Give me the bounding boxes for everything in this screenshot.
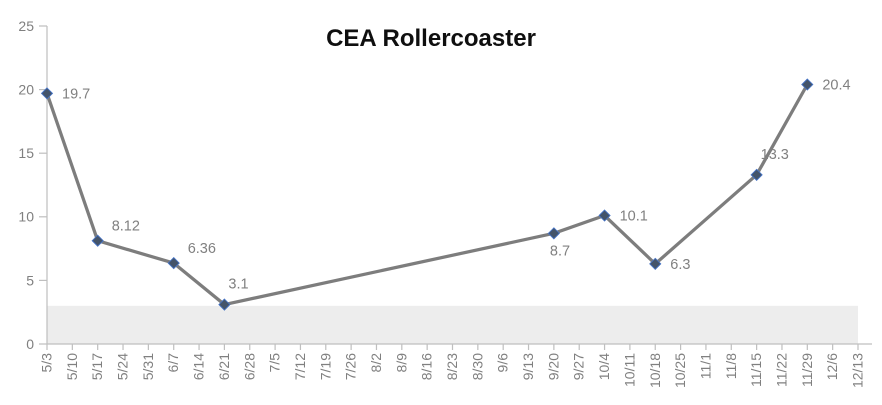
series-line[interactable] (45, 82, 809, 307)
x-axis-tick-label: 6/28 (241, 353, 257, 380)
x-axis-tick-label: 9/6 (495, 353, 511, 373)
data-point-label: 6.3 (670, 257, 690, 273)
x-axis-tick-label: 10/4 (596, 353, 612, 380)
x-axis-tick-label: 7/12 (292, 353, 308, 380)
x-axis-tick-label: 9/27 (571, 353, 587, 380)
x-axis-tick-label: 6/14 (191, 353, 207, 380)
axis-layer: 0 5 10 15 20 25 5/3 5/10 5/17 5/24 5/31 6/7 6/14 6/21… (18, 18, 872, 388)
x-axis-tick-label: 5/17 (89, 353, 105, 380)
data-point-marker[interactable] (598, 209, 611, 222)
x-axis-tick-label: 5/10 (64, 353, 80, 380)
x-axis-tick-label: 12/6 (824, 353, 840, 380)
x-axis-tick-label: 10/18 (647, 353, 663, 388)
x-axis-tick-label: 9/13 (520, 353, 536, 380)
data-point-label: 8.7 (550, 243, 570, 259)
data-point-marker[interactable] (649, 257, 662, 271)
data-point-marker[interactable] (750, 168, 763, 181)
x-axis-tick-label: 8/30 (469, 353, 485, 380)
chart-title: CEA Rollercoaster (326, 25, 536, 52)
x-axis-tick-label: 12/13 (850, 353, 866, 388)
x-axis-tick-label: 5/3 (39, 353, 55, 373)
x-axis-tick-label: 6/7 (165, 353, 181, 373)
data-point-label: 20.4 (822, 78, 850, 94)
x-axis-tick-label: 8/23 (444, 353, 460, 380)
x-axis-tick-label: 11/22 (773, 353, 789, 387)
data-point-label: 6.36 (188, 241, 216, 257)
x-axis-tick-label: 6/21 (216, 353, 232, 380)
data-point-marker[interactable] (91, 234, 104, 247)
x-axis-tick-label: 5/31 (140, 353, 156, 380)
x-axis-tick-label: 11/8 (723, 353, 739, 379)
threshold-band (47, 305, 858, 344)
x-axis-tick-label: 7/26 (343, 353, 359, 380)
y-axis-tick-label: 0 (26, 336, 34, 352)
y-axis-tick-label: 10 (18, 209, 34, 225)
data-point-label: 19.7 (62, 86, 90, 102)
y-axis-tick-label: 20 (18, 82, 34, 98)
x-axis-tick-label: 5/24 (115, 353, 131, 380)
data-point-label: 13.3 (761, 147, 789, 163)
y-axis-tick-label: 15 (18, 145, 34, 161)
x-axis-tick-label: 11/1 (697, 353, 713, 379)
data-point-label: 3.1 (228, 277, 248, 293)
y-axis-tick-label: 25 (18, 18, 34, 34)
data-point-marker[interactable] (547, 227, 561, 240)
series-layer (40, 78, 814, 311)
data-label-layer: 19.7 8.12 6.36 3.1 8.7 10.1 6.3 13.3 20.4 (62, 78, 851, 293)
x-axis-tick-label: 10/25 (672, 353, 688, 388)
data-point-label: 8.12 (112, 219, 140, 235)
data-point-marker[interactable] (167, 256, 180, 270)
data-point-marker[interactable] (40, 87, 54, 100)
y-axis-tick-label: 5 (26, 272, 34, 288)
data-point-label: 10.1 (620, 209, 648, 225)
data-point-marker[interactable] (801, 78, 814, 91)
x-axis-tick-label: 7/19 (317, 353, 333, 380)
x-axis-tick-label: 11/29 (799, 353, 815, 387)
x-axis-tick-label: 8/16 (419, 353, 435, 380)
x-axis-tick-label: 8/9 (393, 353, 409, 373)
band-layer (47, 305, 858, 344)
data-point-marker[interactable] (218, 298, 231, 311)
x-axis-tick-label: 7/5 (267, 353, 283, 373)
x-axis-tick-label: 9/20 (545, 353, 561, 380)
x-axis-tick-label: 8/2 (368, 353, 384, 373)
x-axis-tick-label: 10/11 (621, 353, 637, 387)
x-axis-tick-label: 11/15 (748, 353, 764, 387)
